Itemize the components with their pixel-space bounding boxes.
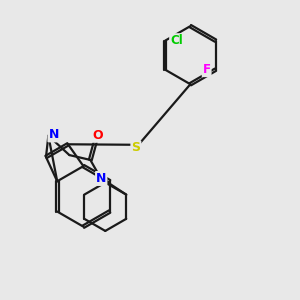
Text: N: N	[48, 128, 59, 141]
Text: N: N	[96, 172, 106, 185]
Text: S: S	[131, 142, 140, 154]
Text: F: F	[202, 63, 211, 76]
Text: Cl: Cl	[170, 34, 183, 47]
Text: O: O	[92, 129, 103, 142]
